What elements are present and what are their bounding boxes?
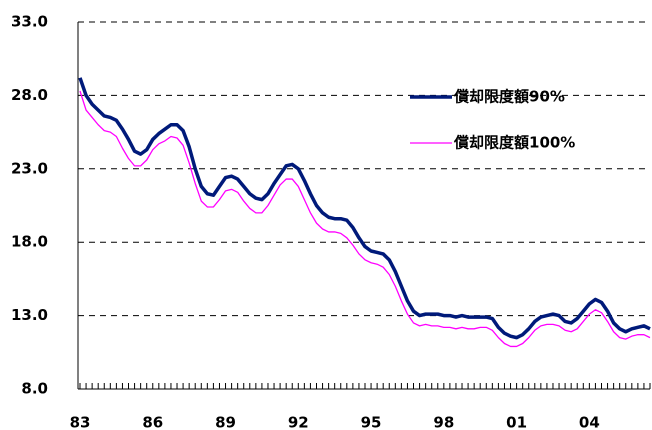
y-tick-label: 23.0 <box>11 159 48 177</box>
y-tick-label: 18.0 <box>11 233 48 251</box>
x-tick-label: 92 <box>288 414 309 430</box>
series-line <box>78 77 651 340</box>
x-tick-label: 86 <box>142 414 163 430</box>
x-tick-label: 04 <box>579 414 600 430</box>
x-tick-label: 95 <box>361 414 382 430</box>
y-tick-label: 33.0 <box>11 13 48 31</box>
x-tick-label: 98 <box>433 414 454 430</box>
y-tick-label: 13.0 <box>11 306 48 324</box>
y-tick-label: 8.0 <box>21 380 48 398</box>
x-tick-label: 01 <box>506 414 527 430</box>
legend-label: 償却限度額90% <box>453 88 565 106</box>
x-tick-label: 89 <box>215 414 236 430</box>
y-tick-label: 28.0 <box>11 86 48 104</box>
legend-label: 償却限度額100% <box>453 134 575 152</box>
series-line <box>79 90 651 348</box>
x-tick-label: 83 <box>70 414 91 430</box>
